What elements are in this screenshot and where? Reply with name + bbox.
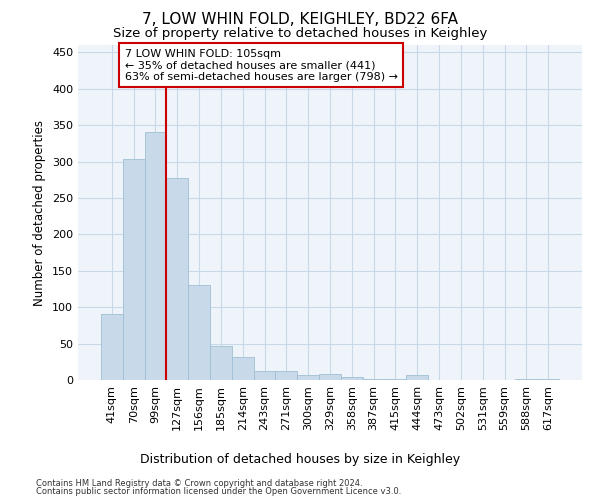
Bar (101, 314, 123, 380)
Bar (166, 178, 188, 380)
Bar (210, 346, 232, 380)
Text: 7 LOW WHIN FOLD: 105sqm
← 35% of detached houses are smaller (441)
63% of semi-d: 7 LOW WHIN FOLD: 105sqm ← 35% of detache… (125, 48, 398, 82)
Bar (145, 132, 166, 380)
Bar (363, 378, 385, 380)
Bar (319, 374, 341, 380)
Y-axis label: Number of detached properties: Number of detached properties (34, 120, 46, 306)
Bar (275, 370, 297, 380)
Text: Distribution of detached houses by size in Keighley: Distribution of detached houses by size … (140, 452, 460, 466)
Bar (123, 160, 145, 380)
Bar (254, 370, 275, 380)
Bar (515, 378, 537, 380)
Bar (188, 284, 210, 380)
Bar (297, 375, 319, 380)
Bar (341, 377, 363, 380)
Text: 7, LOW WHIN FOLD, KEIGHLEY, BD22 6FA: 7, LOW WHIN FOLD, KEIGHLEY, BD22 6FA (142, 12, 458, 28)
Text: Contains public sector information licensed under the Open Government Licence v3: Contains public sector information licen… (36, 488, 401, 496)
Bar (232, 358, 254, 380)
Text: Size of property relative to detached houses in Keighley: Size of property relative to detached ho… (113, 28, 487, 40)
Text: Contains HM Land Registry data © Crown copyright and database right 2024.: Contains HM Land Registry data © Crown c… (36, 479, 362, 488)
Bar (406, 375, 428, 380)
Bar (537, 378, 559, 380)
